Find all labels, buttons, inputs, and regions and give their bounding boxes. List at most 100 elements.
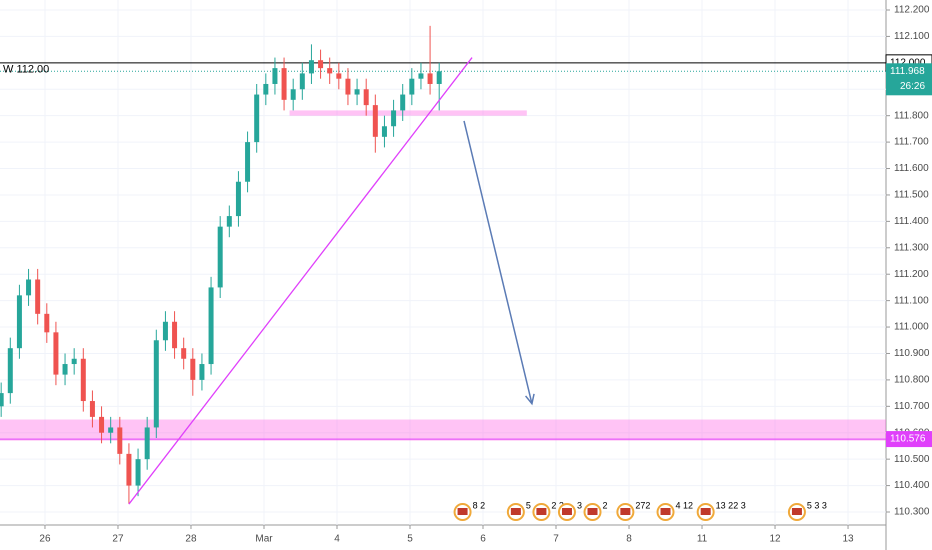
- event-flag: [587, 508, 598, 515]
- candle-body: [144, 427, 150, 460]
- candle-body: [281, 68, 287, 100]
- candle-body: [89, 401, 95, 417]
- candle-body: [436, 71, 442, 84]
- candle-body: [263, 83, 269, 95]
- candle-body: [336, 73, 342, 79]
- candle-body: [53, 332, 59, 375]
- candle-body: [400, 94, 406, 111]
- candle-body: [418, 73, 424, 79]
- y-tick-label: 112.200: [894, 5, 930, 16]
- event-label: 2 2: [551, 500, 564, 510]
- event-label: 5: [526, 500, 531, 510]
- event-label: 13 22 3: [716, 500, 746, 510]
- y-tick-label: 110.700: [894, 401, 930, 412]
- y-tick-label: 111.500: [894, 190, 929, 201]
- candle-body: [254, 94, 260, 143]
- zone-label-box: [886, 431, 932, 448]
- x-tick-label: 5: [407, 534, 413, 545]
- candle-body: [217, 226, 223, 288]
- y-tick-label: 110.800: [894, 375, 930, 386]
- y-tick-label: 111.100: [894, 295, 929, 306]
- candle-body: [135, 459, 141, 486]
- y-tick-label: 111.200: [894, 269, 929, 280]
- y-tick-label: 110.400: [894, 480, 930, 491]
- candle-body: [153, 340, 159, 428]
- candle-body: [62, 364, 68, 375]
- event-label: 2: [603, 500, 608, 510]
- plot-area: [0, 0, 886, 525]
- x-tick-label: 8: [626, 534, 632, 545]
- candle-body: [299, 73, 305, 90]
- candle-body: [0, 393, 4, 407]
- candle-body: [372, 105, 378, 137]
- candle-body: [245, 142, 251, 182]
- event-label: 4 12: [676, 500, 694, 510]
- candle-body: [26, 279, 32, 296]
- event-flag: [700, 508, 711, 515]
- event-flag: [457, 508, 468, 515]
- candle-body: [354, 89, 360, 95]
- candle-body: [16, 295, 22, 349]
- last-price-label: 111.968: [890, 66, 925, 77]
- candle-body: [71, 358, 77, 365]
- candle-body: [318, 60, 324, 69]
- arrow-head: [525, 393, 535, 406]
- candle-body: [162, 321, 168, 341]
- candle-body: [308, 60, 314, 74]
- event-flag: [791, 508, 802, 515]
- candle-body: [44, 313, 50, 333]
- x-tick-label: Mar: [255, 534, 273, 545]
- event-label: 8 2: [473, 500, 486, 510]
- candle-body: [290, 89, 296, 100]
- event-flag: [561, 508, 572, 515]
- arrow: [463, 120, 533, 404]
- event-flag: [536, 508, 547, 515]
- y-tick-label: 111.000: [894, 322, 929, 333]
- event-label: 3: [577, 500, 582, 510]
- candle-body: [345, 78, 351, 95]
- y-tick-label: 111.700: [894, 137, 929, 148]
- x-tick-label: 12: [769, 534, 781, 545]
- candle-body: [235, 181, 241, 217]
- candle-body: [181, 348, 187, 359]
- countdown-label: 26:26: [900, 81, 925, 92]
- y-tick-label: 111.600: [894, 163, 929, 174]
- last-price-box: [886, 63, 932, 96]
- y-tick-label: 110.300: [894, 507, 930, 518]
- event-flag: [510, 508, 521, 515]
- zone-label: 110.576: [890, 434, 926, 445]
- event-flag: [620, 508, 631, 515]
- candle-body: [80, 358, 86, 402]
- candle-body: [108, 427, 114, 433]
- candle-body: [427, 73, 433, 84]
- event-label: 5 3 3: [807, 500, 827, 510]
- x-tick-label: 6: [480, 534, 486, 545]
- y-tick-label: 111.400: [894, 216, 929, 227]
- candle-body: [99, 416, 105, 433]
- candle-body: [172, 321, 178, 349]
- x-tick-label: 26: [39, 534, 51, 545]
- candle-body: [190, 358, 196, 380]
- y-tick-label: 111.800: [894, 110, 929, 121]
- y-tick-label: 110.900: [894, 348, 930, 359]
- candle-body: [126, 453, 132, 486]
- x-tick-label: 13: [842, 534, 854, 545]
- candle-body: [381, 126, 387, 137]
- y-tick-label: 110.500: [894, 454, 930, 465]
- candle-body: [208, 287, 214, 365]
- candle-body: [117, 427, 123, 454]
- event-label: 272: [635, 500, 650, 510]
- x-tick-label: 27: [112, 534, 124, 545]
- trendline: [128, 57, 473, 505]
- candle-body: [391, 110, 397, 127]
- candle-body: [226, 216, 232, 227]
- y-tick-label: 111.300: [894, 242, 929, 253]
- x-tick-label: 4: [334, 534, 340, 545]
- horizontal-line-label: W 112.00: [3, 64, 49, 76]
- x-tick-label: 11: [697, 534, 708, 545]
- x-tick-label: 28: [185, 534, 197, 545]
- candle-body: [35, 279, 41, 314]
- candle-body: [272, 68, 278, 84]
